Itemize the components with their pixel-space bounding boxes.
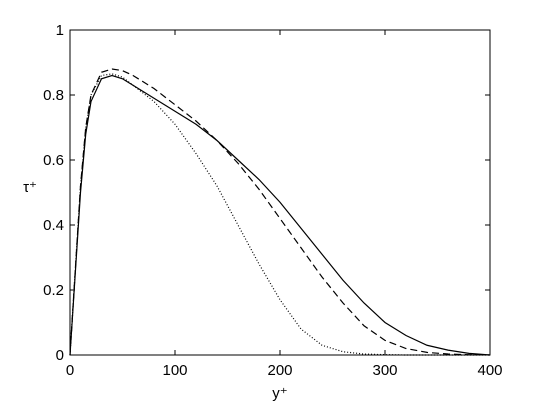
plot-frame bbox=[69, 29, 491, 356]
series-line bbox=[69, 74, 491, 356]
y-tick-label: 0.8 bbox=[43, 87, 64, 104]
y-tick-label: 0.4 bbox=[43, 217, 64, 234]
y-tick-label: 0 bbox=[56, 347, 64, 364]
series-line bbox=[69, 73, 490, 356]
y-tick-label: 0.6 bbox=[43, 152, 64, 169]
series-line bbox=[69, 68, 491, 356]
x-tick-label: 100 bbox=[162, 362, 187, 379]
x-tick-label: 0 bbox=[66, 362, 74, 379]
y-axis-label: τ⁺ bbox=[23, 179, 37, 196]
x-axis-label: y⁺ bbox=[272, 385, 287, 402]
y-tick-label: 0.2 bbox=[43, 282, 64, 299]
x-tick-label: 400 bbox=[477, 362, 502, 379]
x-tick-label: 300 bbox=[372, 362, 397, 379]
x-tick-label: 200 bbox=[267, 362, 292, 379]
y-tick-label: 1 bbox=[56, 22, 64, 39]
